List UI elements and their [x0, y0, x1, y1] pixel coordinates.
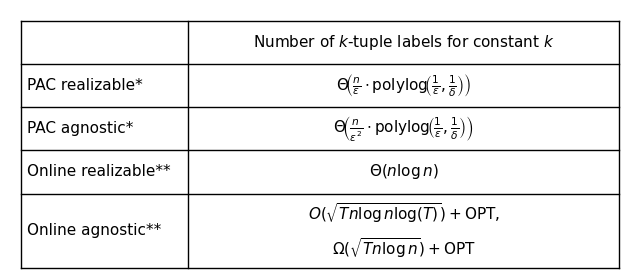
Text: $\Theta\!\left(\frac{n}{\epsilon^2} \cdot \mathrm{polylog}\!\left(\frac{1}{\epsi: $\Theta\!\left(\frac{n}{\epsilon^2} \cdo… [333, 114, 474, 143]
Text: $\Theta\!\left(\frac{n}{\epsilon} \cdot \mathrm{polylog}\!\left(\frac{1}{\epsilo: $\Theta\!\left(\frac{n}{\epsilon} \cdot … [336, 72, 472, 99]
Text: PAC agnostic*: PAC agnostic* [27, 121, 133, 136]
Text: $\Omega(\sqrt{Tn\log n}) + \mathrm{OPT}$: $\Omega(\sqrt{Tn\log n}) + \mathrm{OPT}$ [332, 235, 476, 260]
Text: Number of $k$-tuple labels for constant $k$: Number of $k$-tuple labels for constant … [253, 33, 555, 52]
Text: Online realizable**: Online realizable** [27, 164, 170, 179]
Text: PAC realizable*: PAC realizable* [27, 78, 143, 93]
Text: Online agnostic**: Online agnostic** [27, 223, 161, 238]
Text: $O(\sqrt{Tn\log n\log(T)}) + \mathrm{OPT},$: $O(\sqrt{Tn\log n\log(T)}) + \mathrm{OPT… [308, 202, 500, 225]
Text: $\Theta(n \log n)$: $\Theta(n \log n)$ [369, 162, 438, 181]
